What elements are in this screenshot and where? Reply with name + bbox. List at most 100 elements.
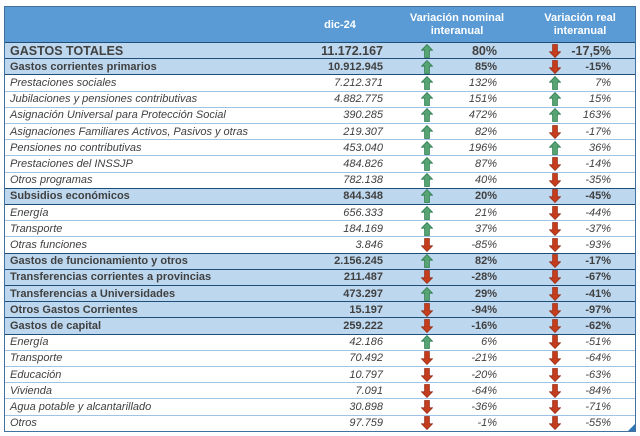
down-arrow-icon: [549, 124, 561, 139]
row-label: Agua potable y alcantarillado: [10, 401, 152, 414]
nominal-arrow-cell: [387, 400, 437, 415]
up-arrow-icon: [421, 254, 433, 269]
down-arrow-icon: [549, 416, 561, 431]
down-arrow-icon: [549, 286, 561, 301]
row-dic24-value: 3.846: [355, 239, 383, 252]
nominal-arrow-cell: [387, 124, 437, 139]
row-label: GASTOS TOTALES: [10, 43, 124, 58]
real-variation-value: -17%: [585, 255, 611, 268]
row-label: Gastos de funcionamiento y otros: [10, 255, 188, 268]
up-arrow-icon: [421, 59, 433, 74]
down-arrow-icon: [421, 400, 433, 415]
row-label: Otros programas: [10, 174, 93, 187]
down-arrow-icon: [421, 319, 433, 334]
nominal-arrow-cell: [387, 270, 437, 285]
header-real-variation: Variación real interanual: [544, 12, 616, 37]
down-arrow-icon: [421, 351, 433, 366]
real-arrow-cell: [513, 319, 567, 334]
real-variation-value: -35%: [585, 174, 611, 187]
table-row: Agua potable y alcantarillado 30.898 -36…: [5, 398, 635, 415]
nominal-arrow-cell: [387, 43, 437, 58]
nominal-variation-value: -21%: [471, 352, 497, 365]
nominal-variation-value: -64%: [471, 384, 497, 397]
real-variation-value: -67%: [585, 271, 611, 284]
row-dic24-value: 259.222: [343, 320, 383, 333]
resize-handle[interactable]: [628, 424, 635, 431]
table-row: Transporte 70.492 -21% -64%: [5, 349, 635, 367]
row-label: Asignación Universal para Protección Soc…: [10, 109, 226, 122]
row-label: Energía: [10, 336, 49, 349]
table-row: Pensiones no contributivas 453.040 196% …: [5, 139, 635, 156]
real-variation-value: -97%: [585, 303, 611, 316]
real-variation-value: -55%: [585, 417, 611, 430]
row-dic24-value: 782.138: [343, 174, 383, 187]
nominal-variation-value: -85%: [471, 239, 497, 252]
down-arrow-icon: [549, 189, 561, 204]
table-row: Subsidios económicos 844.348 20% -45%: [5, 187, 635, 205]
row-label: Otras funciones: [10, 239, 88, 252]
nominal-arrow-cell: [387, 108, 437, 123]
nominal-arrow-cell: [387, 383, 437, 398]
real-variation-value: -17,5%: [571, 43, 611, 58]
row-dic24-value: 453.040: [343, 141, 383, 154]
table-header: dic-24 Variación nominal interanual Vari…: [5, 7, 635, 42]
up-arrow-icon: [421, 157, 433, 171]
nominal-variation-value: 80%: [471, 43, 497, 58]
row-label: Subsidios económicos: [10, 190, 130, 203]
down-arrow-icon: [549, 319, 561, 334]
up-arrow-icon: [421, 173, 433, 188]
real-arrow-cell: [513, 76, 567, 90]
real-variation-value: -63%: [585, 368, 611, 381]
real-arrow-cell: [513, 254, 567, 269]
table-row: Otros Gastos Corrientes 15.197 -94% -97%: [5, 301, 635, 318]
nominal-arrow-cell: [387, 335, 437, 350]
nominal-variation-value: 132%: [468, 77, 497, 89]
row-label: Prestaciones del INSSJP: [10, 158, 133, 171]
up-arrow-icon: [421, 205, 433, 220]
row-label: Energía: [10, 206, 49, 219]
row-dic24-value: 390.285: [343, 109, 383, 122]
nominal-variation-value: -28%: [471, 271, 497, 284]
down-arrow-icon: [549, 383, 561, 398]
up-arrow-icon: [421, 140, 433, 155]
nominal-arrow-cell: [387, 76, 437, 90]
down-arrow-icon: [421, 416, 433, 431]
real-variation-value: 163%: [582, 109, 611, 122]
table-row: Otros 97.759 -1% -55%: [5, 414, 635, 431]
down-arrow-icon: [549, 254, 561, 269]
row-label: Gastos corrientes primarios: [10, 60, 157, 73]
up-arrow-icon: [549, 76, 561, 90]
real-variation-value: 15%: [588, 93, 611, 106]
real-variation-value: -17%: [585, 125, 611, 138]
real-arrow-cell: [513, 124, 567, 139]
row-label: Asignaciones Familiares Activos, Pasivos…: [10, 125, 249, 138]
table-body: GASTOS TOTALES 11.172.167 80% -17,5% Gas…: [5, 42, 635, 431]
up-arrow-icon: [421, 108, 433, 123]
row-dic24-value: 4.882.775: [334, 93, 383, 106]
down-arrow-icon: [549, 270, 561, 285]
nominal-arrow-cell: [387, 254, 437, 269]
down-arrow-icon: [549, 205, 561, 220]
table-row: Educación 10.797 -20% -63%: [5, 366, 635, 383]
up-arrow-icon: [421, 286, 433, 301]
up-arrow-icon: [421, 221, 433, 236]
real-variation-value: -51%: [585, 336, 611, 349]
nominal-arrow-cell: [387, 367, 437, 382]
nominal-variation-value: 29%: [474, 287, 497, 300]
table-row: GASTOS TOTALES 11.172.167 80% -17,5%: [5, 42, 635, 59]
down-arrow-icon: [549, 43, 561, 58]
table-row: Energía 42.186 6% -51%: [5, 333, 635, 350]
up-arrow-icon: [421, 92, 433, 107]
real-arrow-cell: [513, 205, 567, 220]
table-row: Prestaciones sociales 7.212.371 132% 7%: [5, 74, 635, 91]
real-arrow-cell: [513, 351, 567, 366]
nominal-arrow-cell: [387, 173, 437, 188]
nominal-variation-value: -16%: [471, 320, 497, 333]
row-dic24-value: 97.759: [349, 417, 383, 430]
spending-table: dic-24 Variación nominal interanual Vari…: [4, 6, 636, 432]
table-row: Gastos de funcionamiento y otros 2.156.2…: [5, 252, 635, 269]
down-arrow-icon: [549, 173, 561, 188]
real-arrow-cell: [513, 189, 567, 204]
nominal-variation-value: -20%: [471, 368, 497, 381]
real-variation-value: -37%: [585, 222, 611, 235]
